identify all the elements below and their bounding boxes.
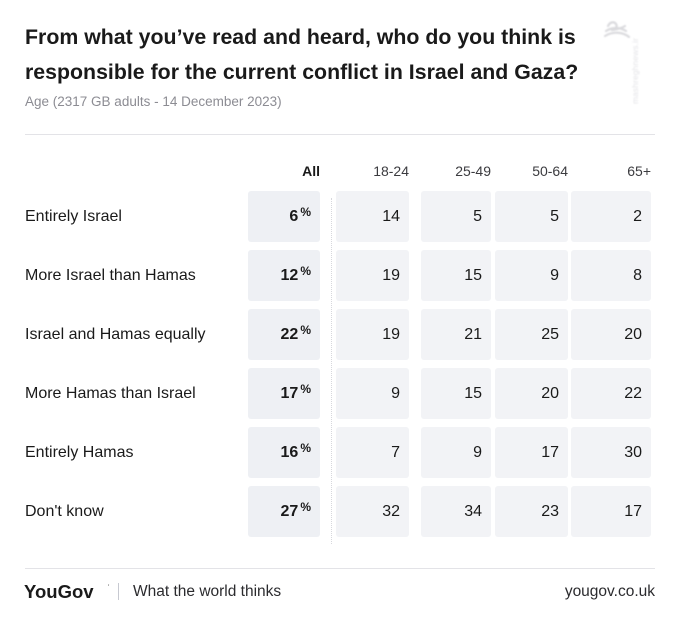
svg-text:YouGov: YouGov bbox=[24, 582, 94, 602]
svg-text:mashreghnews.ir: mashreghnews.ir bbox=[630, 38, 640, 104]
svg-text:’: ’ bbox=[108, 584, 110, 591]
